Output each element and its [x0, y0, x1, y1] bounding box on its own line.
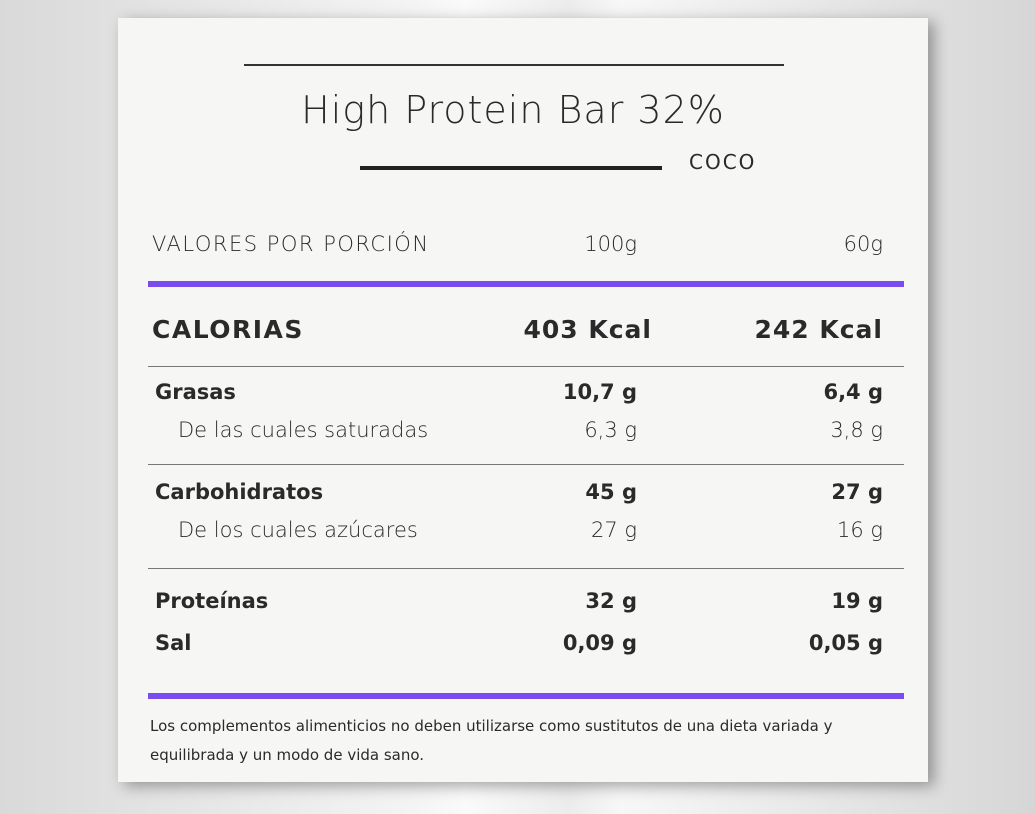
purple-rule [148, 281, 904, 287]
divider [148, 366, 904, 367]
row-col1: 32 g [585, 589, 637, 613]
title: High Protein Bar 32% [301, 88, 725, 132]
row-col1: 10,7 g [562, 380, 637, 404]
flavor: COCO [689, 150, 757, 174]
header-label: VALORES POR PORCIÓN [152, 232, 430, 256]
purple-rule [148, 693, 904, 699]
row-label: Grasas [155, 380, 236, 404]
row-col2: 19 g [831, 589, 883, 613]
row-col2: 3,8 g [830, 418, 883, 442]
row-col2: 27 g [831, 480, 883, 504]
calories-col1: 403 Kcal [523, 315, 652, 344]
top-rule [244, 64, 784, 66]
row-label: De las cuales saturadas [178, 418, 429, 442]
row-label: Carbohidratos [155, 480, 324, 504]
row-col1: 0,09 g [562, 631, 637, 655]
header-col1: 100g [584, 232, 637, 256]
title-rule [360, 166, 662, 170]
row-label: Sal [155, 631, 192, 655]
row-col1: 45 g [585, 480, 637, 504]
calories-col2: 242 Kcal [754, 315, 883, 344]
row-col2: 16 g [837, 518, 883, 542]
row-col2: 0,05 g [808, 631, 883, 655]
row-label: De los cuales azúcares [178, 518, 418, 542]
calories-label: CALORIAS [152, 315, 304, 344]
row-col2: 6,4 g [823, 380, 883, 404]
divider [148, 568, 904, 569]
divider [148, 464, 904, 465]
row-col1: 6,3 g [584, 418, 637, 442]
footnote: Los complementos alimenticios no deben u… [150, 717, 833, 764]
label-card: High Protein Bar 32% COCO VALORES POR PO… [118, 18, 928, 782]
header-col2: 60g [843, 232, 883, 256]
row-label: Proteínas [155, 589, 269, 613]
row-col1: 27 g [591, 518, 637, 542]
